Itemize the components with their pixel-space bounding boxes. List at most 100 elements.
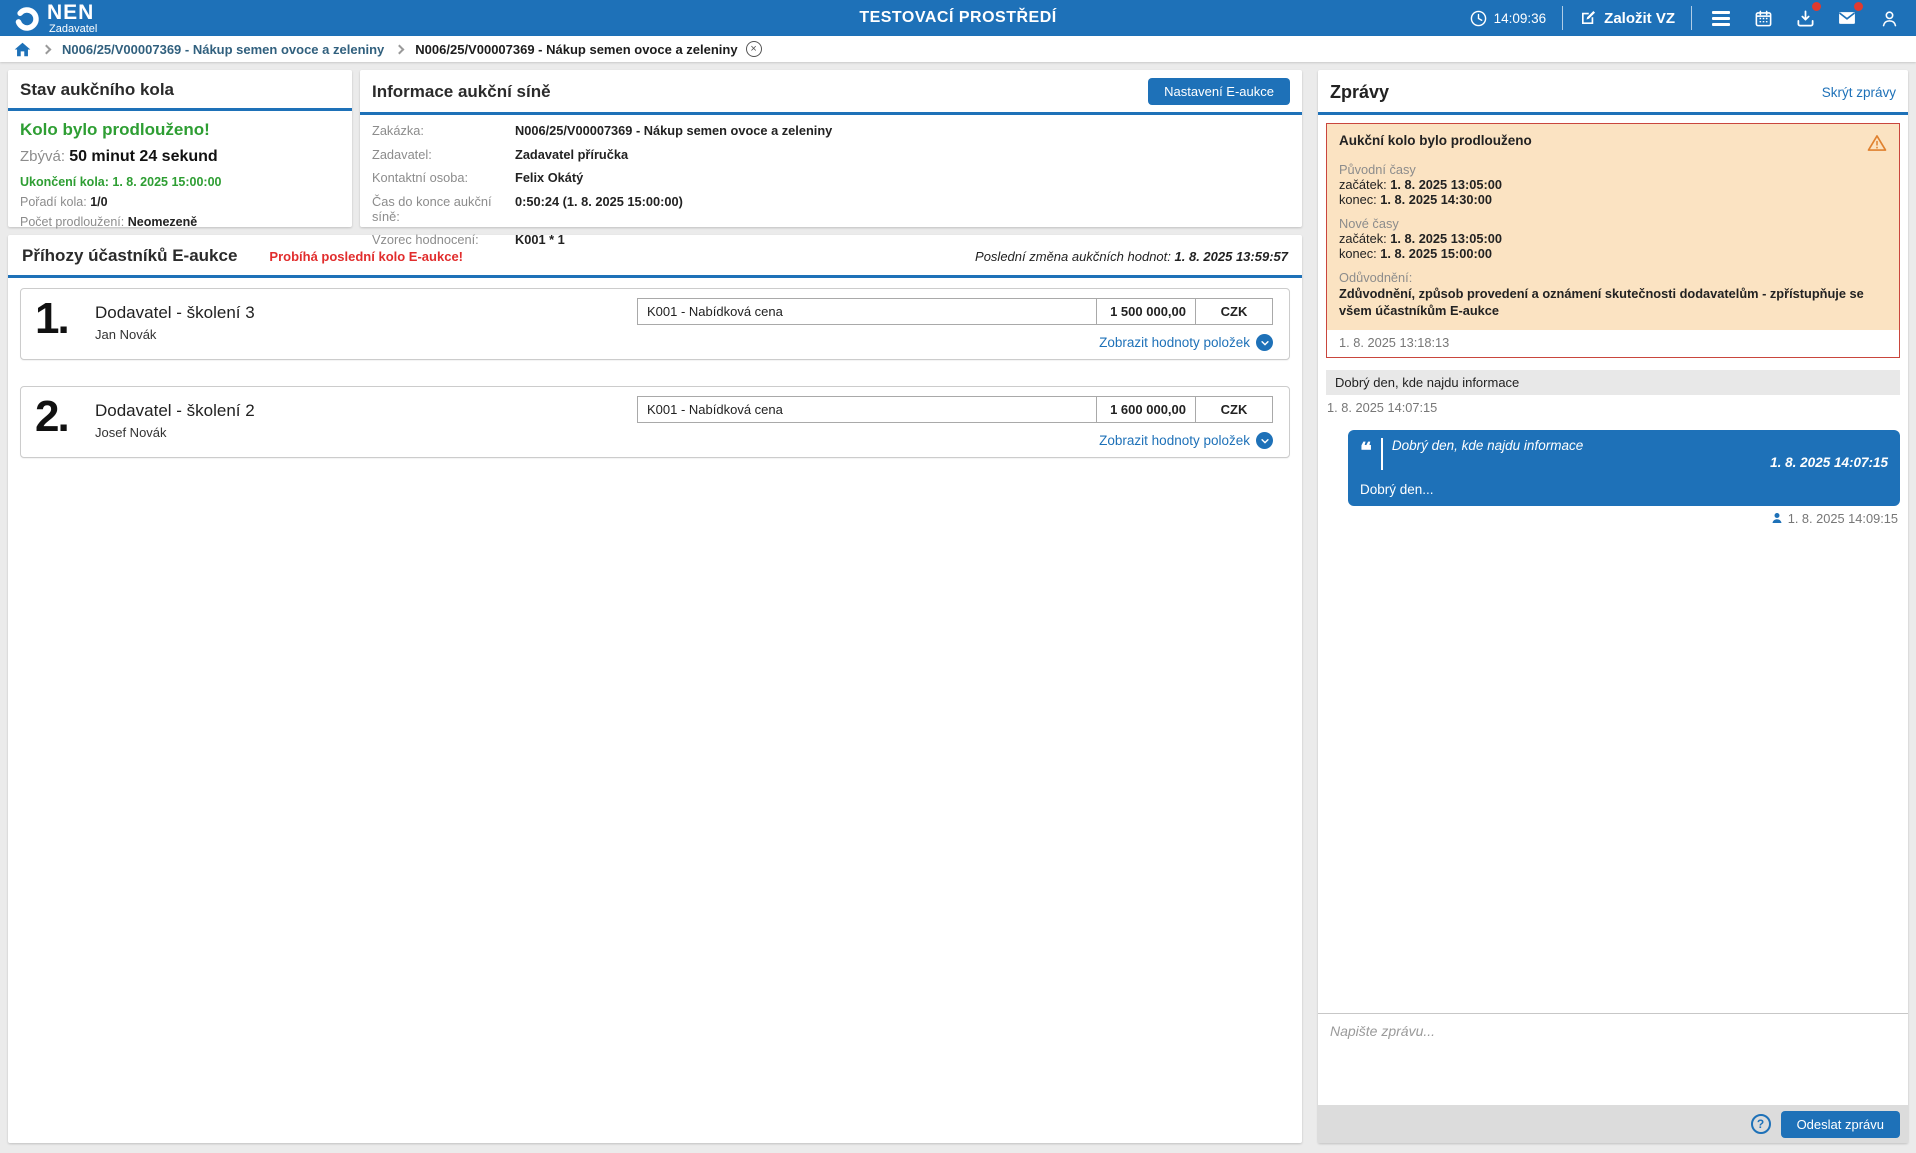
last-round-alert: Probíhá poslední kolo E-aukce! [269, 248, 463, 264]
bids-title: Příhozy účastníků E-aukce [22, 246, 238, 265]
reason-text: Zdůvodnění, způsob provedení a oznámení … [1339, 286, 1864, 319]
round-status-title: Stav aukčního kola [20, 80, 174, 99]
breadcrumb-item-2[interactable]: N006/25/V00007369 - Nákup semen ovoce a … [415, 41, 738, 57]
original-end: 1. 8. 2025 14:30:00 [1380, 192, 1492, 207]
chevron-right-icon [41, 44, 52, 54]
quote-icon: ❝ [1360, 437, 1372, 463]
messages-title: Zprávy [1330, 82, 1390, 102]
original-start: 1. 8. 2025 13:05:00 [1390, 177, 1502, 192]
brand-name: NEN [47, 0, 95, 24]
chevron-down-icon[interactable] [1256, 432, 1273, 449]
round-order-line: Pořadí kola: 1/0 [20, 195, 108, 209]
new-times-label: Nové časy [1339, 216, 1399, 231]
create-vz-button[interactable]: Založit VZ [1579, 9, 1675, 27]
message-input[interactable] [1318, 1014, 1908, 1105]
person-icon [1772, 513, 1782, 524]
extensions-value: Neomezeně [127, 215, 198, 229]
user-icon [1882, 10, 1896, 26]
downloads-badge [1812, 2, 1821, 11]
info-row: Zadavatel: Zadavatel příručka [372, 146, 629, 162]
mail-button[interactable] [1834, 2, 1863, 31]
divider [1691, 6, 1692, 30]
original-times-label: Původní časy [1339, 162, 1416, 177]
round-order-value: 1/0 [90, 195, 108, 209]
user-button[interactable] [1876, 5, 1902, 31]
breadcrumb-item-1[interactable]: N006/25/V00007369 - Nákup semen ovoce a … [62, 41, 385, 57]
incoming-message: Dobrý den, kde najdu informace [1326, 369, 1900, 395]
calendar-button[interactable] [1750, 5, 1776, 31]
rank-number: 2. [35, 392, 70, 441]
hamburger-icon [1712, 10, 1730, 26]
messages-panel: Zprávy Skrýt zprávy Aukční kolo bylo pro… [1318, 70, 1908, 1143]
extensions-line: Počet prodloužení: Neomezeně [20, 215, 198, 229]
messages-footer: ? Odeslat zprávu [1318, 1105, 1908, 1143]
nen-ring-icon [15, 6, 39, 31]
round-extended-status: Kolo bylo prodlouženo! [20, 120, 210, 139]
nen-logo[interactable]: NEN Zadavatel [14, 2, 97, 35]
chevron-right-icon [394, 44, 405, 54]
notification-timestamp: 1. 8. 2025 13:18:13 [1327, 329, 1899, 357]
auction-info-title: Informace aukční síně [372, 81, 551, 101]
show-item-values-link[interactable]: Zobrazit hodnoty položek [1099, 335, 1250, 350]
warning-icon [1867, 135, 1887, 151]
top-bar: NEN Zadavatel TESTOVACÍ PROSTŘEDÍ 14:09:… [0, 0, 1916, 36]
info-row: Čas do konce aukční síně: 0:50:24 (1. 8.… [372, 193, 683, 224]
reply-meta: 1. 8. 2025 14:09:15 [1326, 511, 1898, 526]
reply-time: 1. 8. 2025 14:09:15 [1787, 510, 1898, 526]
download-tray-icon [1797, 10, 1813, 26]
auction-settings-button[interactable]: Nastavení E-aukce [1148, 78, 1290, 105]
calendar-icon [1755, 10, 1771, 26]
downloads-button[interactable] [1792, 2, 1821, 31]
bid-row-2: 2. Dodavatel - školení 2 Josef Novák K00… [20, 386, 1290, 458]
auction-info-card: Informace aukční síně Nastavení E-aukce … [360, 70, 1302, 247]
messages-list[interactable]: Aukční kolo bylo prodlouženo Původní čas… [1318, 115, 1908, 1013]
reason-label: Odůvodnění: [1339, 270, 1413, 285]
hide-messages-link[interactable]: Skrýt zprávy [1821, 85, 1896, 100]
outgoing-message: ❝ Dobrý den, kde najdu informace 1. 8. 2… [1348, 429, 1900, 506]
criterion-field: K001 - Nabídková cena [637, 396, 1097, 423]
criterion-field: K001 - Nabídková cena [637, 298, 1097, 325]
compose-area [1318, 1013, 1908, 1105]
home-icon[interactable] [14, 41, 31, 58]
clock-icon [1470, 10, 1486, 26]
bids-panel: Příhozy účastníků E-aukce Probíhá posled… [8, 235, 1302, 1143]
bid-row-1: 1. Dodavatel - školení 3 Jan Novák K001 … [20, 288, 1290, 360]
incoming-message-time: 1. 8. 2025 14:07:15 [1327, 399, 1438, 415]
bid-value-field: 1 600 000,00 [1096, 396, 1196, 423]
new-start: 1. 8. 2025 13:05:00 [1390, 231, 1502, 246]
round-end-line: Ukončení kola: 1. 8. 2025 15:00:00 [20, 175, 222, 189]
edit-icon [1582, 10, 1596, 24]
time-remaining: Zbývá: 50 minut 24 sekund [20, 148, 218, 165]
divider [1562, 6, 1564, 30]
info-row: Zakázka: N006/25/V00007369 - Nákup semen… [372, 123, 833, 138]
time-remaining-value: 50 minut 24 sekund [69, 148, 218, 165]
last-change-note: Poslední změna aukčních hodnot: 1. 8. 20… [975, 248, 1288, 264]
currency-field: CZK [1195, 298, 1273, 325]
menu-button[interactable] [1708, 5, 1734, 31]
new-end: 1. 8. 2025 15:00:00 [1380, 246, 1492, 261]
help-icon[interactable]: ? [1750, 1114, 1771, 1134]
time-value: 14:09:36 [1493, 10, 1547, 26]
participant-person: Jan Novák [95, 327, 157, 342]
close-tab-icon[interactable]: × [745, 41, 762, 57]
mail-icon [1838, 12, 1856, 24]
brand-role: Zadavatel [49, 22, 98, 35]
mail-badge [1854, 2, 1863, 11]
breadcrumb: N006/25/V00007369 - Nákup semen ovoce a … [0, 36, 1916, 62]
round-status-card: Stav aukčního kola Kolo bylo prodlouženo… [8, 70, 352, 229]
reply-text: Dobrý den... [1360, 481, 1434, 497]
quoted-time: 1. 8. 2025 14:07:15 [1770, 454, 1888, 470]
info-row: Vzorec hodnocení: K001 * 1 [372, 232, 565, 247]
quote-divider [1380, 437, 1383, 470]
participant-company: Dodavatel - školení 3 [95, 303, 255, 322]
notification-title: Aukční kolo bylo prodlouženo [1339, 133, 1532, 148]
send-message-button[interactable]: Odeslat zprávu [1780, 1110, 1900, 1138]
chevron-down-icon[interactable] [1256, 334, 1273, 351]
rank-number: 1. [35, 294, 70, 343]
bid-value-field: 1 500 000,00 [1096, 298, 1196, 325]
last-change-time: 1. 8. 2025 13:59:57 [1174, 248, 1288, 264]
show-item-values-link[interactable]: Zobrazit hodnoty položek [1099, 433, 1250, 448]
currency-field: CZK [1195, 396, 1273, 423]
round-extended-notification: Aukční kolo bylo prodlouženo Původní čas… [1326, 123, 1900, 358]
